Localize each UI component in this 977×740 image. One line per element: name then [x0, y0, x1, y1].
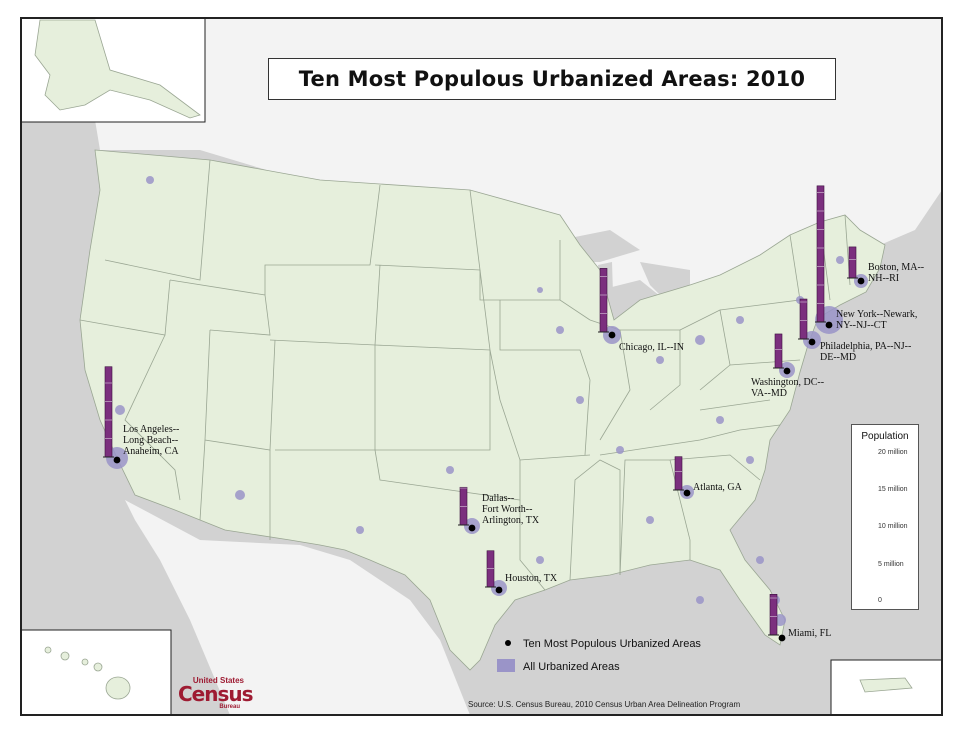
urbanized-area-patch [576, 396, 584, 404]
census-logo: United States Census Bureau [176, 676, 254, 710]
key-point-symbol [505, 640, 511, 646]
hawaii-islands [44, 646, 131, 700]
city-point-dallas[interactable] [468, 524, 476, 532]
city-point-philadelphia[interactable] [808, 338, 816, 346]
key-point-label: Ten Most Populous Urbanized Areas [523, 638, 701, 650]
population-bar-atlanta [674, 456, 683, 491]
legend-tick-10: 10 million [878, 523, 908, 530]
key-symbols-layer [497, 640, 515, 672]
population-bar-new-york [816, 185, 825, 323]
population-bar-houston [486, 550, 495, 588]
population-legend: Population 20 million 15 million 10 mill… [851, 424, 919, 610]
urbanized-area-patch [356, 526, 364, 534]
city-point-houston[interactable] [495, 586, 503, 594]
city-point-washington[interactable] [783, 367, 791, 375]
population-bar-dallas [459, 486, 468, 526]
population-bars-layer [103, 185, 865, 642]
city-label-atlanta: Atlanta, GA [693, 482, 742, 493]
logo-bottom-text: Bureau [219, 704, 240, 710]
urbanized-area-patch [536, 556, 544, 564]
population-bar-los-angeles [104, 366, 113, 458]
urbanized-area-patch [736, 316, 744, 324]
city-label-los-angeles: Los Angeles-- Long Beach-- Anaheim, CA [123, 424, 180, 457]
urbanized-area-patch [836, 256, 844, 264]
urbanized-area-patch [235, 490, 245, 500]
city-label-washington: Washington, DC-- VA--MD [751, 377, 825, 399]
key-area-label: All Urbanized Areas [523, 661, 620, 673]
legend-tick-20: 20 million [878, 449, 908, 456]
legend-tick-0: 0 [878, 597, 882, 604]
legend-tick-15: 15 million [878, 486, 908, 493]
city-label-chicago: Chicago, IL--IN [619, 342, 684, 353]
population-bar-philadelphia [799, 298, 808, 340]
puerto-rico-land [859, 677, 913, 693]
population-bar-washington [774, 333, 783, 369]
urbanized-area-patch [146, 176, 154, 184]
urbanized-area-patch [696, 596, 704, 604]
city-label-houston: Houston, TX [505, 573, 558, 584]
urbanized-area-patch [446, 466, 454, 474]
population-bar-boston [848, 246, 857, 279]
urbanized-area-patch [616, 446, 624, 454]
urbanized-area-patch [537, 287, 543, 293]
source-note: Source: U.S. Census Bureau, 2010 Census … [468, 700, 741, 709]
map-title-box: Ten Most Populous Urbanized Areas: 2010 [268, 58, 836, 100]
urbanized-area-patch [556, 326, 564, 334]
urbanized-area-patch [756, 556, 764, 564]
city-label-boston: Boston, MA-- NH--RI [868, 262, 925, 284]
urbanized-area-patch [695, 335, 705, 345]
city-point-atlanta[interactable] [683, 489, 691, 497]
city-point-new-york[interactable] [825, 321, 833, 329]
key-area-symbol [497, 659, 515, 672]
city-point-los-angeles[interactable] [113, 456, 121, 464]
city-label-dallas: Dallas-- Fort Worth-- Arlington, TX [482, 493, 540, 526]
city-label-new-york: New York--Newark, NY--NJ--CT [836, 309, 918, 331]
logo-top-text: United States [192, 676, 244, 685]
city-point-boston[interactable] [857, 277, 865, 285]
city-point-miami[interactable] [778, 634, 786, 642]
urbanized-area-patch [115, 405, 125, 415]
legend-title: Population [861, 431, 909, 442]
city-label-philadelphia: Philadelphia, PA--NJ-- DE--MD [820, 341, 912, 363]
urbanized-area-patch [656, 356, 664, 364]
population-bar-miami [769, 593, 778, 636]
city-point-chicago[interactable] [608, 331, 616, 339]
alaska-land [34, 19, 201, 119]
city-label-miami: Miami, FL [788, 628, 832, 639]
urbanized-area-patch [716, 416, 724, 424]
urbanized-area-patch [746, 456, 754, 464]
legend-tick-5: 5 million [878, 561, 904, 568]
map-title: Ten Most Populous Urbanized Areas: 2010 [298, 67, 806, 91]
logo-main-text: Census [178, 682, 254, 706]
state-borders [79, 159, 851, 591]
map-frame [20, 17, 943, 716]
hawaii-inset [20, 629, 172, 716]
population-bar-chicago [599, 268, 608, 333]
mexico-land [125, 500, 470, 715]
urbanized-area-patch [646, 516, 654, 524]
